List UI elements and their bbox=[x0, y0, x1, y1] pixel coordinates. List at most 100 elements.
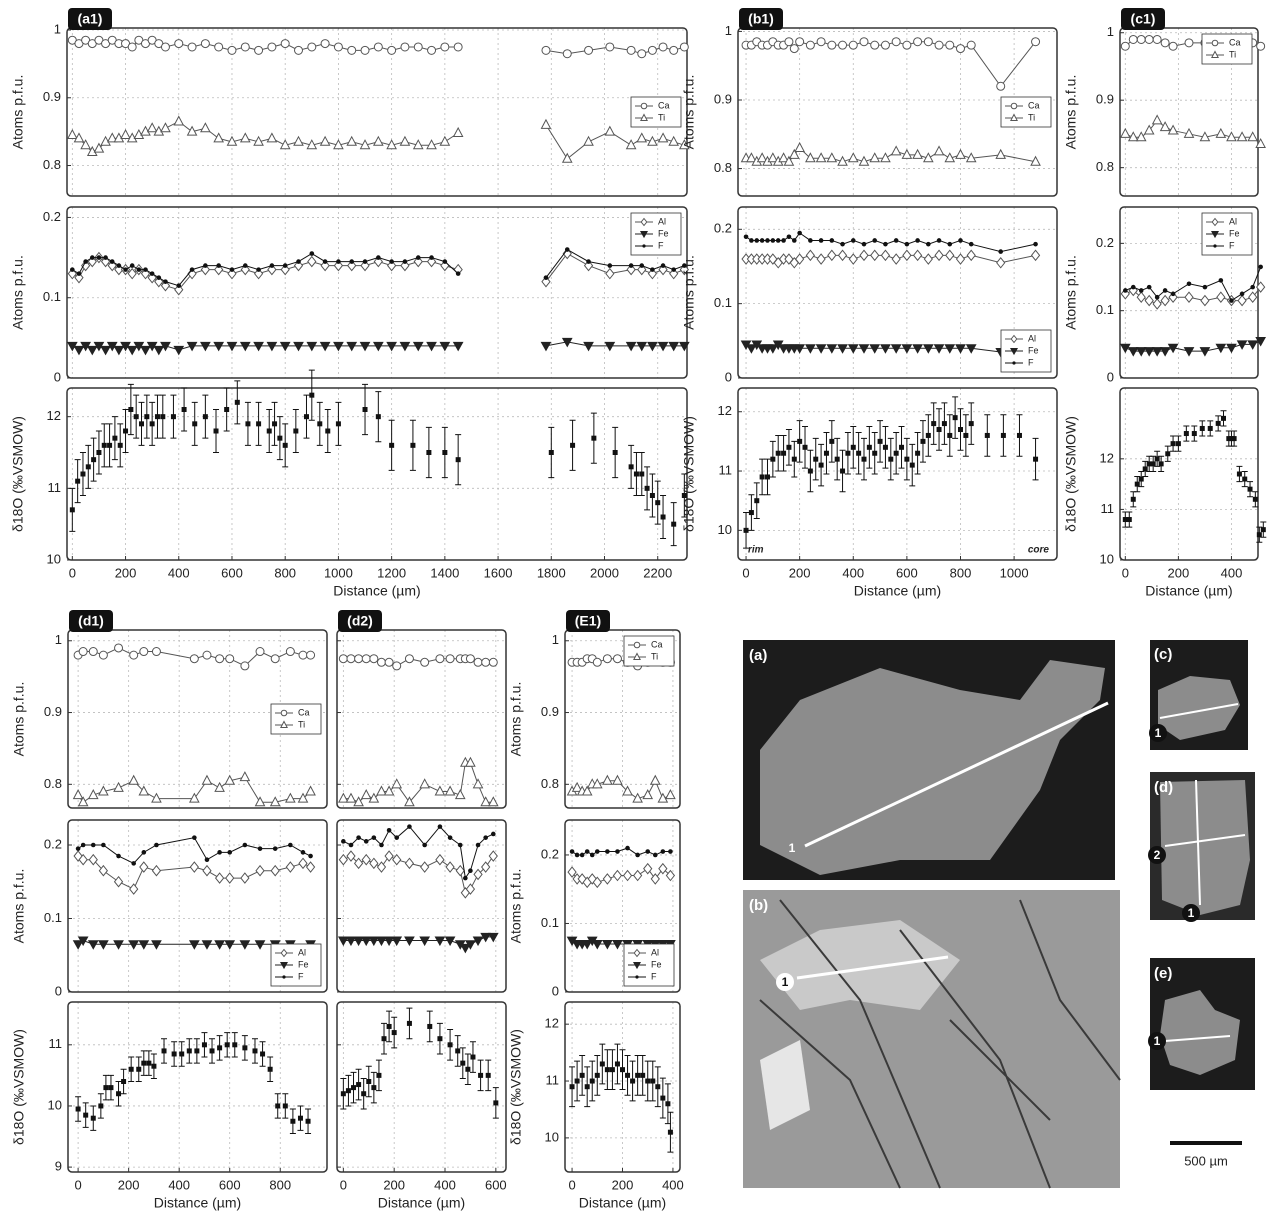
marker bbox=[163, 279, 168, 284]
y-tick-label: 0 bbox=[55, 983, 62, 998]
data-point bbox=[813, 457, 818, 462]
data-point bbox=[630, 1079, 635, 1084]
marker bbox=[1169, 42, 1177, 50]
y-tick-label: 0.2 bbox=[541, 846, 559, 861]
data-point bbox=[283, 1103, 288, 1108]
y-axis-title: Atoms p.f.u. bbox=[508, 869, 524, 944]
data-point bbox=[272, 421, 277, 426]
marker bbox=[201, 40, 209, 48]
marker bbox=[839, 41, 847, 49]
data-point bbox=[371, 1085, 376, 1090]
marker bbox=[629, 263, 634, 268]
marker bbox=[203, 651, 211, 659]
marker bbox=[157, 275, 162, 280]
data-point bbox=[797, 439, 802, 444]
marker bbox=[362, 655, 370, 663]
legend-marker bbox=[634, 642, 640, 648]
data-point bbox=[1200, 426, 1205, 431]
y-tick-label: 0 bbox=[54, 369, 61, 384]
marker bbox=[585, 849, 590, 854]
data-point bbox=[953, 415, 958, 420]
x-tick-label: 400 bbox=[662, 1177, 684, 1192]
marker bbox=[150, 271, 155, 276]
data-point bbox=[1171, 441, 1176, 446]
data-point bbox=[661, 515, 666, 520]
marker bbox=[188, 43, 196, 51]
data-point bbox=[1237, 472, 1242, 477]
data-point bbox=[845, 451, 850, 456]
data-point bbox=[824, 451, 829, 456]
marker bbox=[997, 82, 1005, 90]
data-point bbox=[1139, 477, 1144, 482]
marker bbox=[256, 267, 261, 272]
data-point bbox=[575, 1079, 580, 1084]
marker bbox=[241, 662, 249, 670]
marker bbox=[115, 644, 123, 652]
data-point bbox=[150, 421, 155, 426]
marker bbox=[190, 267, 195, 272]
x-tick-label: 600 bbox=[219, 1177, 241, 1192]
marker bbox=[650, 267, 655, 272]
data-point bbox=[382, 1036, 387, 1041]
data-point bbox=[376, 414, 381, 419]
legend-label: F bbox=[298, 971, 304, 981]
marker bbox=[281, 40, 289, 48]
marker bbox=[781, 238, 786, 243]
data-point bbox=[1257, 532, 1262, 537]
marker bbox=[458, 843, 463, 848]
data-point bbox=[128, 407, 133, 412]
marker bbox=[227, 850, 232, 855]
data-point bbox=[455, 1048, 460, 1053]
data-point bbox=[86, 464, 91, 469]
data-point bbox=[549, 450, 554, 455]
data-point bbox=[634, 472, 639, 477]
marker bbox=[489, 658, 497, 666]
marker bbox=[935, 41, 943, 49]
data-point bbox=[336, 421, 341, 426]
marker bbox=[883, 242, 888, 247]
data-point bbox=[389, 443, 394, 448]
y-axis-title: Atoms p.f.u. bbox=[681, 75, 697, 150]
data-point bbox=[309, 393, 314, 398]
y-tick-label: 0.1 bbox=[44, 910, 62, 925]
marker bbox=[653, 853, 658, 858]
data-point bbox=[151, 1064, 156, 1069]
marker bbox=[387, 828, 392, 833]
marker bbox=[130, 263, 135, 268]
data-point bbox=[179, 1051, 184, 1056]
data-point bbox=[620, 1067, 625, 1072]
marker bbox=[443, 259, 448, 264]
traverse-label: 2 bbox=[1154, 848, 1161, 862]
legend-label: Fe bbox=[1028, 345, 1039, 355]
x-tick-label: 1600 bbox=[484, 565, 513, 580]
data-point bbox=[650, 493, 655, 498]
y-axis-title: Atoms p.f.u. bbox=[1063, 255, 1079, 330]
legend-box bbox=[631, 97, 681, 127]
data-point bbox=[448, 1042, 453, 1047]
marker bbox=[590, 853, 595, 858]
data-point bbox=[660, 1096, 665, 1101]
marker bbox=[894, 238, 899, 243]
marker bbox=[1145, 35, 1153, 43]
image-label: (b) bbox=[749, 897, 768, 914]
marker bbox=[295, 46, 303, 54]
y-tick-label: 12 bbox=[47, 408, 61, 423]
data-point bbox=[146, 1061, 151, 1066]
data-point bbox=[819, 463, 824, 468]
data-point bbox=[591, 436, 596, 441]
data-point bbox=[134, 414, 139, 419]
y-tick-label: 0.8 bbox=[43, 157, 61, 172]
marker bbox=[243, 263, 248, 268]
marker bbox=[483, 835, 488, 840]
data-point bbox=[829, 439, 834, 444]
legend-label: Ca bbox=[298, 707, 310, 717]
marker bbox=[388, 46, 396, 54]
data-point bbox=[283, 443, 288, 448]
y-axis-title: Atoms p.f.u. bbox=[11, 682, 27, 757]
marker bbox=[401, 43, 409, 51]
data-point bbox=[121, 1079, 126, 1084]
marker bbox=[790, 45, 798, 53]
data-point bbox=[102, 443, 107, 448]
data-point bbox=[931, 421, 936, 426]
y-tick-label: 11 bbox=[546, 1072, 560, 1087]
